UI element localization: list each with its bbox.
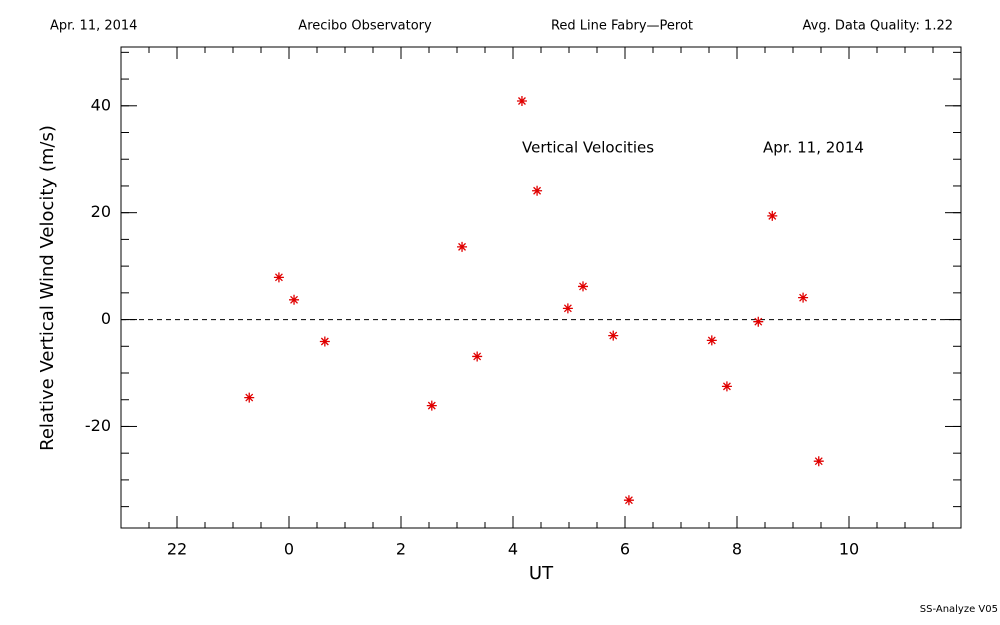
header-site: Arecibo Observatory	[298, 19, 432, 34]
y-tick-label: 40	[91, 95, 111, 114]
point	[319, 336, 330, 347]
x-axis-label: UT	[529, 563, 554, 584]
annotation: Apr. 11, 2014	[763, 139, 864, 157]
point	[273, 272, 284, 283]
annotation: Vertical Velocities	[522, 139, 654, 157]
x-tick-label: 2	[396, 540, 406, 559]
x-tick-label: 0	[284, 540, 294, 559]
point	[767, 210, 778, 221]
x-tick-label: 8	[732, 540, 742, 559]
x-tick-label: 22	[167, 540, 187, 559]
point	[562, 303, 573, 314]
header-instrument: Red Line Fabry—Perot	[551, 19, 693, 34]
point	[813, 456, 824, 467]
point	[457, 241, 468, 252]
header-quality: Avg. Data Quality: 1.22	[803, 19, 953, 34]
y-tick-label: -20	[85, 416, 111, 435]
point	[289, 294, 300, 305]
point	[426, 400, 437, 411]
point	[244, 392, 255, 403]
x-tick-label: 4	[508, 540, 518, 559]
point	[608, 330, 619, 341]
point	[623, 495, 634, 506]
x-tick-label: 10	[839, 540, 859, 559]
point	[578, 281, 588, 292]
point	[721, 381, 732, 392]
header-date: Apr. 11, 2014	[50, 19, 137, 34]
point	[798, 292, 809, 303]
y-axis-label: Relative Vertical Wind Velocity (m/s)	[37, 125, 58, 451]
x-tick-label: 6	[620, 540, 630, 559]
plot-frame	[120, 46, 962, 529]
point	[706, 335, 717, 346]
point	[532, 185, 543, 196]
footer: SS-Analyze V05	[920, 604, 998, 615]
point	[472, 351, 483, 362]
y-tick-label: 20	[91, 202, 111, 221]
point	[516, 95, 527, 106]
y-tick-label: 0	[101, 309, 111, 328]
point	[753, 316, 764, 327]
